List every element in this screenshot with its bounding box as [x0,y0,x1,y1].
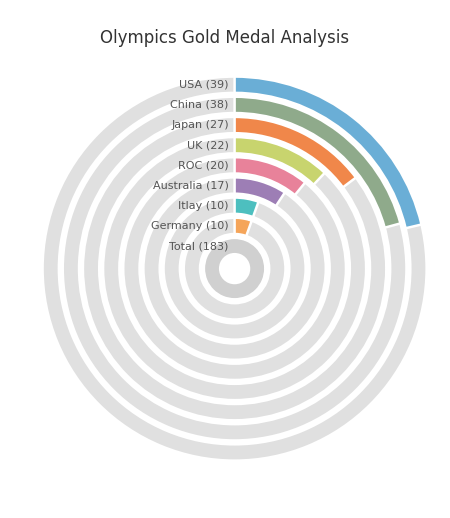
Wedge shape [103,137,366,400]
Text: Germany (10): Germany (10) [151,221,229,231]
Wedge shape [123,157,346,380]
Text: UK (22): UK (22) [187,140,229,150]
Wedge shape [234,137,325,185]
Text: China (38): China (38) [171,100,229,110]
Wedge shape [234,157,305,195]
Text: ROC (20): ROC (20) [178,161,229,170]
Wedge shape [83,117,386,420]
Wedge shape [204,238,266,299]
Text: USA (39): USA (39) [180,80,229,90]
Text: Olympics Gold Medal Analysis: Olympics Gold Medal Analysis [100,29,350,47]
Wedge shape [163,197,306,340]
Wedge shape [234,218,252,236]
Wedge shape [234,197,258,217]
Text: Itlay (10): Itlay (10) [178,200,229,211]
Wedge shape [234,177,285,206]
Wedge shape [43,77,427,461]
Wedge shape [184,218,285,320]
Text: Australia (17): Australia (17) [153,181,229,191]
Wedge shape [204,238,266,299]
Text: Total (183): Total (183) [170,241,229,251]
Wedge shape [234,97,400,228]
Text: Japan (27): Japan (27) [171,120,229,130]
Wedge shape [144,177,326,360]
Wedge shape [234,117,356,188]
Wedge shape [63,97,406,440]
Wedge shape [234,77,422,228]
